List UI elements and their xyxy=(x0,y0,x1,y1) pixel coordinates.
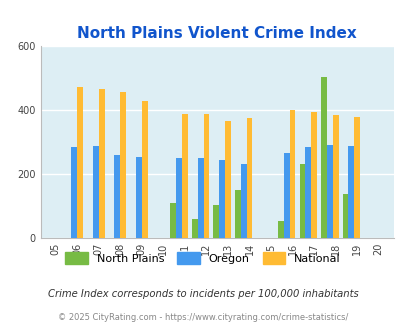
Title: North Plains Violent Crime Index: North Plains Violent Crime Index xyxy=(77,26,356,41)
Bar xyxy=(93,146,98,238)
Bar xyxy=(299,164,305,238)
Bar xyxy=(213,205,219,238)
Bar xyxy=(77,87,83,238)
Bar xyxy=(347,146,354,238)
Bar xyxy=(71,147,77,238)
Bar xyxy=(170,204,176,238)
Bar xyxy=(283,153,289,238)
Bar xyxy=(181,114,188,238)
Bar xyxy=(141,101,147,238)
Bar xyxy=(224,120,230,238)
Bar xyxy=(136,156,141,238)
Bar xyxy=(203,114,209,238)
Bar xyxy=(246,118,252,238)
Bar xyxy=(98,89,104,238)
Bar xyxy=(332,115,338,238)
Bar xyxy=(311,112,316,238)
Bar xyxy=(120,92,126,238)
Bar xyxy=(305,147,311,238)
Bar xyxy=(320,77,326,238)
Bar xyxy=(197,158,203,238)
Bar xyxy=(277,221,283,238)
Bar xyxy=(234,190,240,238)
Bar xyxy=(192,219,197,238)
Text: Crime Index corresponds to incidents per 100,000 inhabitants: Crime Index corresponds to incidents per… xyxy=(47,289,358,299)
Text: © 2025 CityRating.com - https://www.cityrating.com/crime-statistics/: © 2025 CityRating.com - https://www.city… xyxy=(58,313,347,322)
Bar xyxy=(219,160,224,238)
Bar xyxy=(326,145,332,238)
Bar xyxy=(354,117,359,238)
Legend: North Plains, Oregon, National: North Plains, Oregon, National xyxy=(61,248,344,268)
Bar xyxy=(342,194,347,238)
Bar xyxy=(289,110,295,238)
Bar xyxy=(114,155,120,238)
Bar xyxy=(240,164,246,238)
Bar xyxy=(176,158,181,238)
